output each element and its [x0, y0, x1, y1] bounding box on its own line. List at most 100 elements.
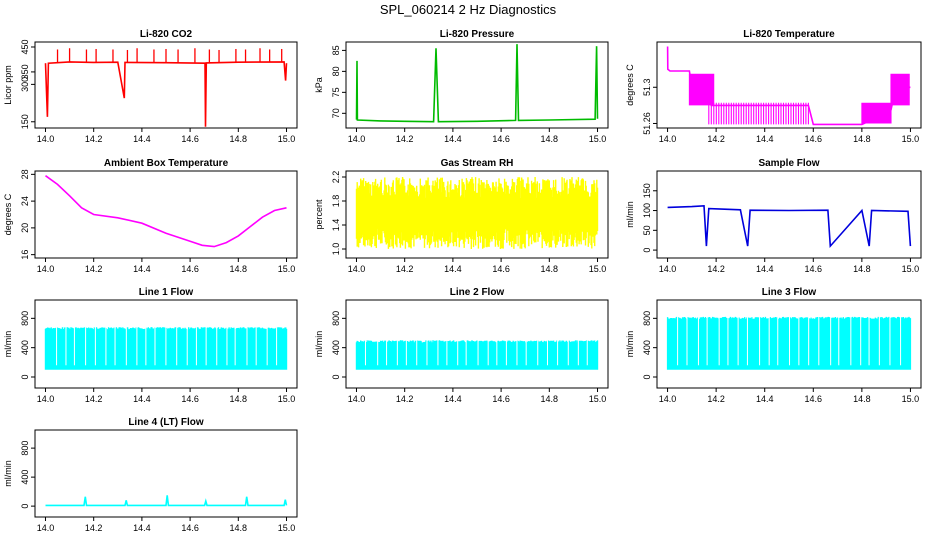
- plot-frame: [345, 170, 609, 259]
- y-tick-label: 100: [642, 203, 652, 218]
- plot-area: [355, 44, 599, 123]
- plot-frame: [345, 299, 609, 389]
- x-tick-label: 14.0: [348, 264, 366, 274]
- y-tick-label: 0: [20, 504, 30, 509]
- x-tick-label: 14.2: [396, 394, 414, 404]
- x-tick-label: 14.8: [853, 134, 871, 144]
- x-tick-label: 14.4: [133, 264, 151, 274]
- x-tick-label: 14.2: [396, 134, 414, 144]
- chart-title: Li-820 CO2: [140, 29, 193, 40]
- chart-title: Line 3 Flow: [762, 287, 817, 298]
- data-line: [45, 175, 287, 248]
- y-axis-label: ml/min: [625, 331, 635, 358]
- y-tick-label: 1.0: [331, 243, 341, 256]
- x-tick-label: 14.6: [492, 264, 510, 274]
- chart-title: Ambient Box Temperature: [104, 158, 229, 169]
- y-axis-label: Licor ppm: [3, 65, 13, 105]
- x-tick-label: 14.8: [541, 264, 559, 274]
- y-tick-label: 0: [642, 374, 652, 379]
- plot-frame: [34, 170, 298, 259]
- data-band: [666, 316, 912, 370]
- chart-title: Gas Stream RH: [441, 158, 514, 169]
- x-tick-label: 14.4: [756, 134, 774, 144]
- x-tick-label: 14.8: [541, 134, 559, 144]
- chart-panel: Sample Flow ml/min 14.0 14.2 14.4 14.6 14.8 15.…: [625, 158, 922, 274]
- x-tick-label: 14.0: [37, 134, 55, 144]
- y-tick-label: 0: [331, 374, 341, 379]
- x-tick-label: 14.4: [444, 394, 462, 404]
- x-tick-label: 14.2: [707, 264, 725, 274]
- x-tick-label: 14.8: [853, 394, 871, 404]
- data-band: [355, 340, 599, 370]
- x-tick-label: 14.4: [444, 264, 462, 274]
- x-tick-label: 14.6: [181, 264, 199, 274]
- y-tick-label: 800: [20, 441, 30, 456]
- plot-area: [45, 495, 288, 507]
- y-tick-label: 24: [20, 196, 30, 206]
- y-tick-label: 400: [642, 340, 652, 355]
- y-tick-label: 350: [20, 64, 30, 79]
- x-tick-label: 15.0: [589, 134, 607, 144]
- plot-area: [44, 48, 288, 127]
- x-tick-label: 14.6: [805, 394, 823, 404]
- y-axis-label: percent: [314, 199, 324, 230]
- plot-area: [355, 337, 599, 370]
- plot-frame: [345, 41, 609, 129]
- data-line: [666, 46, 911, 126]
- x-tick-label: 14.6: [181, 134, 199, 144]
- x-tick-label: 14.0: [348, 134, 366, 144]
- x-tick-label: 14.0: [659, 264, 677, 274]
- figure-title: SPL_060214 2 Hz Diagnostics: [380, 2, 557, 17]
- x-tick-label: 14.0: [348, 394, 366, 404]
- x-tick-label: 15.0: [278, 134, 296, 144]
- plot-area: [44, 324, 288, 370]
- y-axis-label: ml/min: [3, 460, 13, 487]
- y-tick-label: 1.8: [331, 195, 341, 208]
- y-tick-label: 400: [331, 340, 341, 355]
- y-tick-label: 85: [331, 45, 341, 55]
- x-tick-label: 14.6: [492, 394, 510, 404]
- y-tick-label: 0: [642, 248, 652, 253]
- chart-title: Li-820 Pressure: [440, 29, 515, 40]
- chart-title: Line 1 Flow: [139, 287, 194, 298]
- data-band: [708, 102, 809, 125]
- x-tick-label: 14.6: [492, 134, 510, 144]
- x-tick-label: 14.4: [133, 134, 151, 144]
- plot-frame: [656, 299, 922, 389]
- x-tick-label: 14.2: [707, 394, 725, 404]
- x-tick-label: 14.8: [541, 394, 559, 404]
- x-tick-label: 14.2: [396, 264, 414, 274]
- x-tick-label: 14.6: [181, 394, 199, 404]
- chart-panel: Li-820 CO2 Licor ppm 14.0 14.2 14.4 14.6 14.8 1…: [3, 29, 298, 144]
- x-tick-label: 15.0: [589, 264, 607, 274]
- y-tick-label: 75: [331, 87, 341, 97]
- data-line: [45, 495, 288, 507]
- x-tick-label: 14.2: [85, 394, 103, 404]
- x-tick-label: 14.0: [37, 264, 55, 274]
- chart-panel: Line 1 Flow ml/min 14.0 14.2 14.4 14.6 14.8 15.…: [3, 287, 298, 404]
- y-tick-label: 50: [642, 225, 652, 235]
- x-tick-label: 14.8: [230, 264, 248, 274]
- y-tick-label: 800: [642, 311, 652, 326]
- x-tick-label: 14.8: [230, 134, 248, 144]
- y-axis-label: kPa: [314, 77, 324, 93]
- plot-frame: [656, 41, 922, 129]
- y-tick-label: 300: [20, 77, 30, 92]
- y-tick-label: 1.4: [331, 219, 341, 232]
- x-tick-label: 15.0: [278, 394, 296, 404]
- y-tick-label: 51.3: [642, 78, 652, 96]
- chart-title: Sample Flow: [758, 158, 819, 169]
- y-tick-label: 150: [20, 114, 30, 129]
- x-tick-label: 14.8: [853, 264, 871, 274]
- x-tick-label: 14.2: [85, 134, 103, 144]
- x-tick-label: 14.2: [707, 134, 725, 144]
- x-tick-label: 15.0: [902, 264, 920, 274]
- x-tick-label: 15.0: [278, 523, 296, 533]
- x-tick-label: 14.0: [37, 394, 55, 404]
- chart-panel: Ambient Box Temperature degrees C 14.0 14.2…: [3, 158, 298, 274]
- chart-title: Li-820 Temperature: [743, 29, 835, 40]
- chart-title: Line 4 (LT) Flow: [128, 417, 204, 428]
- y-tick-label: 20: [20, 223, 30, 233]
- plot-frame: [34, 299, 298, 389]
